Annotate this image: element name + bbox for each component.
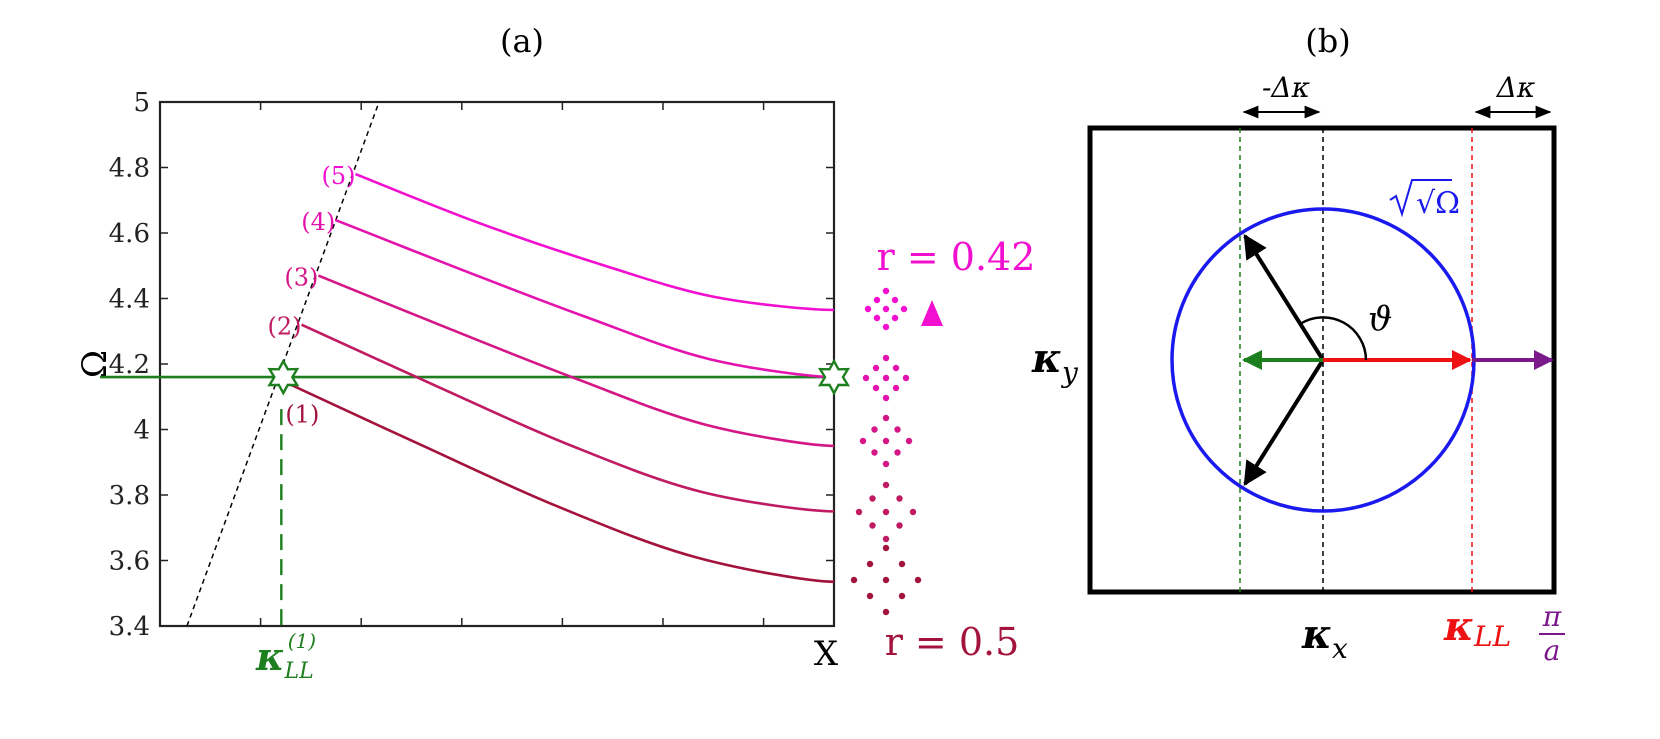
lattice-dot — [866, 592, 874, 600]
kll1-label: κLL(1) — [255, 629, 316, 684]
lattice-dot — [882, 374, 890, 382]
lattice-dot — [898, 560, 906, 568]
lattice-dot — [859, 437, 867, 445]
panel-b-label: (b) — [1305, 22, 1350, 60]
lattice-dot — [873, 314, 881, 322]
lattice-dot — [882, 437, 890, 445]
lattice-dot — [864, 305, 872, 313]
y-tick-label: 4.4 — [109, 285, 150, 315]
lattice-insets — [850, 287, 922, 616]
lattice-dot — [894, 449, 901, 456]
lattice-dot — [850, 576, 858, 584]
band-curves — [280, 172, 834, 584]
kll-label: κLL — [1443, 603, 1511, 653]
lattice-dot — [882, 460, 890, 468]
lattice-dot — [882, 576, 890, 584]
pi-denominator: a — [1544, 634, 1561, 667]
band-curve-5 — [354, 172, 834, 312]
y-tick-label: 4.2 — [109, 350, 150, 380]
lattice-dot — [872, 384, 880, 392]
band-curve-4 — [334, 218, 834, 379]
lattice-dot — [902, 374, 910, 382]
lattice-dot — [900, 305, 908, 313]
lattice-dot — [898, 592, 906, 600]
intersection-star-right — [817, 358, 851, 396]
lattice-dot — [905, 437, 913, 445]
lattice-dot — [882, 608, 890, 616]
kx-label: κx — [1301, 611, 1348, 665]
panel-a-label: (a) — [500, 22, 544, 60]
x-axis-end-label: X — [814, 634, 839, 674]
lattice-dot — [882, 323, 890, 331]
x-axis-ticks — [259, 102, 765, 626]
lattice-dot — [882, 287, 890, 295]
band-label-1: (1) — [285, 400, 319, 428]
y-tick-label: 3.4 — [109, 612, 150, 642]
band-label-5: (5) — [321, 162, 355, 190]
lattice-dot — [882, 535, 890, 543]
lattice-dot — [882, 305, 890, 313]
panel-b: (b) -Δκ Δκ ϑ √Ω κy κx κL — [1031, 22, 1565, 667]
lattice-dot — [882, 394, 890, 402]
lattice-dot — [873, 296, 881, 304]
y-tick-label: 3.8 — [109, 481, 150, 511]
lattice-dot — [896, 495, 903, 502]
y-tick-label: 4 — [133, 416, 150, 446]
band-curve-2 — [301, 323, 834, 513]
lattice-dot — [896, 522, 903, 529]
y-tick-label: 4.8 — [109, 154, 150, 184]
intersection-star-left — [267, 358, 300, 396]
lattice-dot — [882, 354, 890, 362]
lattice-dot — [862, 374, 870, 382]
band-label-2: (2) — [268, 313, 302, 341]
lattice-dot — [871, 449, 878, 456]
lattice-dot — [869, 522, 876, 529]
lattice-dot — [909, 508, 917, 516]
lattice-dot — [869, 495, 876, 502]
band-label-3: (3) — [284, 264, 318, 292]
circle-label-text: √Ω — [1416, 186, 1460, 221]
band-curve-1 — [280, 379, 834, 584]
band-curve-3 — [317, 274, 834, 448]
lattice-dot — [914, 576, 922, 584]
circle-label: √Ω — [1389, 179, 1460, 221]
band-label-4: (4) — [301, 208, 335, 236]
pi-over-a-label: π a — [1539, 600, 1565, 667]
angle-arc — [1299, 316, 1368, 361]
lattice-dot — [891, 296, 899, 304]
lattice-label-top: r = 0.42 — [877, 235, 1036, 279]
lattice-dot — [882, 414, 890, 422]
y-axis-label: Ω — [75, 350, 115, 378]
wavevector-down — [1243, 358, 1325, 487]
lattice-dot — [892, 384, 900, 392]
band-labels: (1) (2) (3) (4) (5) — [268, 162, 356, 428]
panel-a: (a) 3.4 3.6 3.8 4 4.2 4.4 4.6 4.8 5 Ω X κLL(1) (… — [75, 22, 1035, 684]
y-tick-label: 3.6 — [109, 547, 150, 577]
lattice-dot — [872, 364, 880, 372]
delta-left-label: -Δκ — [1262, 71, 1310, 104]
y-tick-label: 4.6 — [109, 219, 150, 249]
radius-arrow-head — [921, 300, 943, 326]
angle-label: ϑ — [1368, 299, 1392, 339]
brillouin-zone-box — [1087, 125, 1557, 595]
ky-label: κy — [1031, 335, 1079, 389]
lattice-dot — [882, 544, 890, 552]
lattice-dot — [871, 426, 878, 433]
delta-right-label: Δκ — [1496, 71, 1536, 104]
lattice-dot — [892, 364, 900, 372]
lattice-dot — [866, 560, 874, 568]
pi-numerator: π — [1542, 600, 1562, 633]
y-tick-label: 5 — [133, 88, 150, 118]
lattice-dot — [882, 481, 890, 489]
lattice-label-bottom: r = 0.5 — [885, 620, 1020, 664]
wavevector-up — [1243, 233, 1325, 362]
lattice-dot — [891, 314, 899, 322]
lattice-dot — [894, 426, 901, 433]
lattice-dot — [882, 508, 890, 516]
y-axis-ticks: 3.4 3.6 3.8 4 4.2 4.4 4.6 4.8 5 — [109, 88, 834, 642]
lattice-dot — [855, 508, 863, 516]
